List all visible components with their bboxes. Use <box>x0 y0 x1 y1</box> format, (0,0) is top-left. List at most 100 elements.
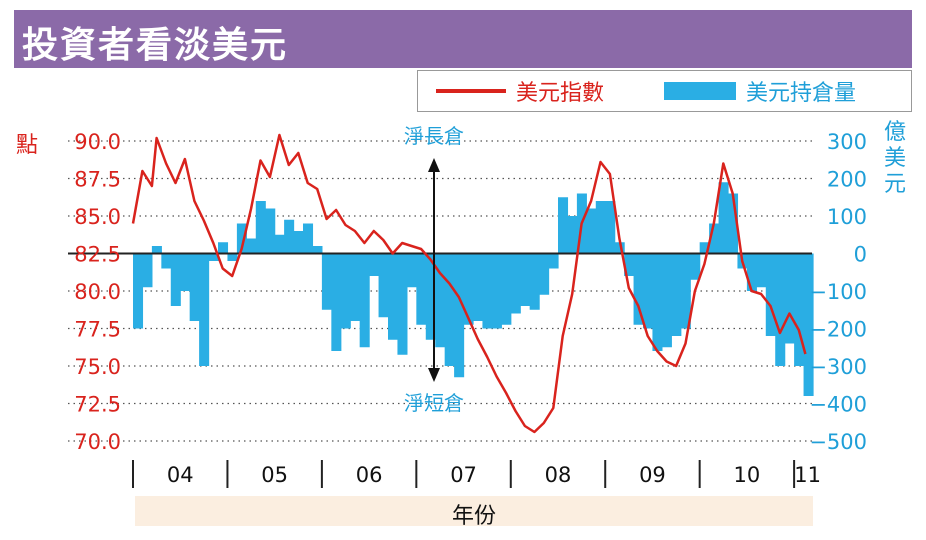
position-bar <box>765 253 776 336</box>
legend-swatch-bar <box>664 82 736 100</box>
position-bar <box>567 216 578 254</box>
position-bar <box>151 246 162 254</box>
legend-item-dollar-positions: 美元持倉量 <box>664 71 856 111</box>
right-tick-label: −200 <box>809 318 867 342</box>
x-axis-label-band: 年份 <box>135 496 813 529</box>
x-tick-label: 09 <box>639 463 666 487</box>
right-tick-label: −300 <box>809 355 867 379</box>
net-position-annotation: 淨長倉 淨短倉 <box>404 124 464 415</box>
position-bar <box>444 253 455 366</box>
position-bar <box>605 201 616 254</box>
position-bar <box>189 253 200 321</box>
position-bar <box>359 253 370 348</box>
x-tick-label: 04 <box>167 463 194 487</box>
x-axis: 04 05 06 07 08 09 10 11 <box>132 460 821 488</box>
right-tick-label: −500 <box>809 430 867 454</box>
position-bar <box>350 253 361 321</box>
position-bar <box>699 242 710 254</box>
position-bar <box>454 253 465 378</box>
position-bar <box>803 253 814 396</box>
right-axis-unit-char: 美 <box>883 146 906 171</box>
left-tick-label: 80.0 <box>74 280 121 304</box>
position-bar <box>416 253 427 325</box>
right-tick-label: 100 <box>827 205 867 229</box>
position-bar <box>236 223 247 254</box>
annotation-net-long: 淨長倉 <box>404 124 464 148</box>
left-axis-ticks: 90.0 87.5 85.0 82.5 80.0 77.5 75.0 72.5 70.0 <box>74 130 121 454</box>
position-bar <box>142 253 153 288</box>
position-bar <box>255 201 266 254</box>
annotation-arrow-down <box>428 368 440 382</box>
position-bar <box>463 253 474 325</box>
left-tick-label: 87.5 <box>74 168 121 192</box>
position-bars <box>133 182 814 396</box>
right-axis-unit: 億 美 元 <box>880 120 910 198</box>
left-tick-label: 75.0 <box>74 355 121 379</box>
position-bar <box>473 253 484 321</box>
position-bar <box>718 182 729 254</box>
position-bar <box>161 253 172 269</box>
legend-label-dollar-positions: 美元持倉量 <box>746 81 857 106</box>
x-tick-label: 10 <box>734 463 761 487</box>
position-bar <box>312 246 323 254</box>
position-bar <box>595 201 606 254</box>
left-tick-label: 70.0 <box>74 430 121 454</box>
title-bar: 投資者看淡美元 <box>14 10 912 68</box>
position-bar <box>482 253 493 329</box>
position-bar <box>794 253 805 366</box>
position-bar <box>633 253 644 325</box>
position-bar <box>170 253 181 306</box>
position-bar <box>614 242 625 254</box>
right-tick-label: 200 <box>827 168 867 192</box>
position-bar <box>586 208 597 254</box>
x-tick-label: 07 <box>450 463 477 487</box>
position-bar <box>690 253 701 280</box>
position-bar <box>133 253 144 329</box>
x-tick-label: 08 <box>545 463 572 487</box>
right-tick-label: 300 <box>827 130 867 154</box>
right-tick-label: 0 <box>854 243 867 267</box>
right-axis-ticks: 300 200 100 0 −100 −200 −300 −400 −500 <box>809 130 867 454</box>
position-bar <box>180 253 191 291</box>
position-bar <box>520 253 531 306</box>
position-bar <box>218 242 229 254</box>
left-axis-unit: 點 <box>16 133 39 158</box>
x-tick-label: 05 <box>261 463 288 487</box>
position-bar <box>274 234 285 254</box>
position-bar <box>784 253 795 344</box>
position-bar <box>775 253 786 366</box>
right-tick-label: −100 <box>809 280 867 304</box>
left-tick-label: 72.5 <box>74 393 121 417</box>
position-bar <box>491 253 502 329</box>
left-tick-label: 82.5 <box>74 243 121 267</box>
left-tick-label: 77.5 <box>74 318 121 342</box>
position-bar <box>406 253 417 288</box>
legend-item-dollar-index: 美元指數 <box>436 71 604 111</box>
dollar-index-line <box>131 133 807 434</box>
position-bar <box>501 253 512 325</box>
position-bar <box>303 223 314 254</box>
position-bar <box>208 253 219 261</box>
position-bar <box>548 253 559 269</box>
position-bar <box>246 238 257 254</box>
position-bar <box>265 208 276 254</box>
position-bar <box>680 253 691 329</box>
annotation-arrow-up <box>428 158 440 172</box>
position-bar <box>397 253 408 355</box>
position-bar <box>652 253 663 351</box>
position-bar <box>435 253 446 348</box>
x-tick-label: 06 <box>356 463 383 487</box>
left-tick-label: 85.0 <box>74 205 121 229</box>
position-bar <box>369 253 380 276</box>
position-bar <box>293 231 304 254</box>
legend: 美元指數 美元持倉量 <box>417 70 912 112</box>
legend-swatch-line <box>436 89 506 93</box>
position-bar <box>331 253 342 351</box>
right-tick-label: −400 <box>809 393 867 417</box>
x-axis-label: 年份 <box>451 504 496 529</box>
position-bar <box>388 253 399 340</box>
position-bar <box>746 253 757 291</box>
legend-label-dollar-index: 美元指數 <box>516 81 605 106</box>
position-bar <box>227 253 238 261</box>
